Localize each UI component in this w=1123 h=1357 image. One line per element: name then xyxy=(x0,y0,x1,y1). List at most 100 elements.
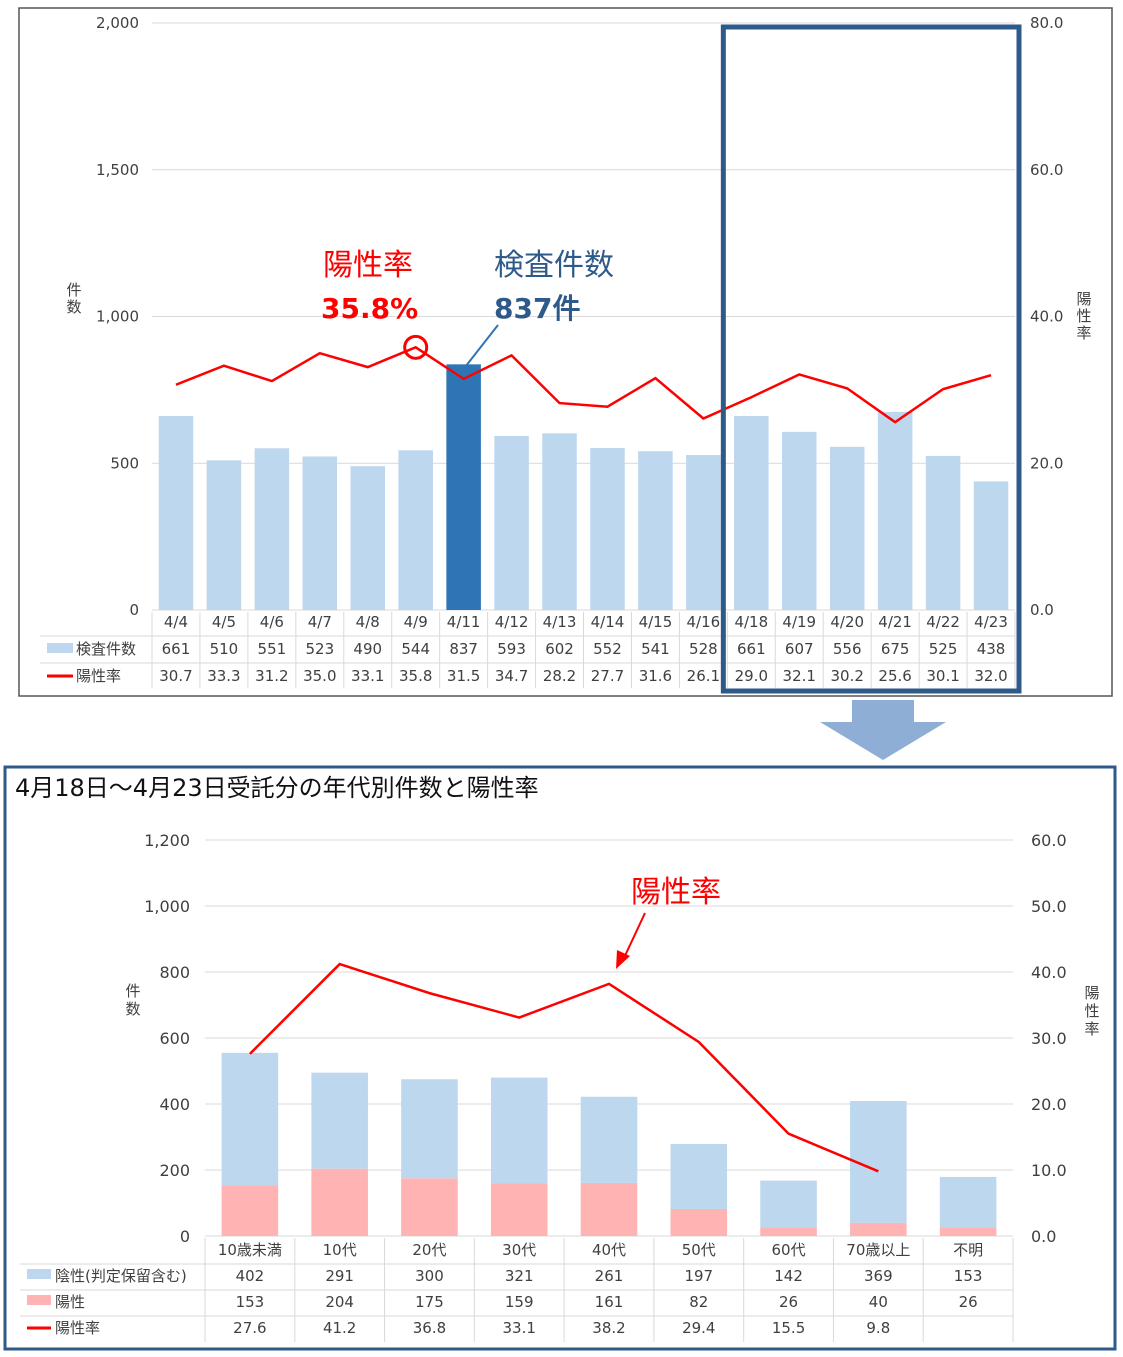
bar xyxy=(781,431,817,610)
positive-data-label: 26 xyxy=(779,1293,798,1311)
y-tick-label: 400 xyxy=(159,1095,190,1114)
count-data-label: 552 xyxy=(593,640,622,658)
bar xyxy=(494,435,529,610)
x-tick-label: 50代 xyxy=(682,1241,716,1259)
bar-negative xyxy=(760,1180,817,1228)
legend-label-negative: 陰性(判定保留含む) xyxy=(55,1267,187,1285)
count-data-label: 541 xyxy=(641,640,670,658)
y2-tick-label: 40.0 xyxy=(1031,963,1067,982)
rate-data-label: 9.8 xyxy=(866,1319,890,1337)
bar-positive xyxy=(401,1178,458,1236)
positive-data-label: 26 xyxy=(959,1293,978,1311)
y2-tick-label: 40.0 xyxy=(1030,308,1063,326)
bar-negative xyxy=(670,1143,728,1209)
positive-data-label: 161 xyxy=(595,1293,624,1311)
rate-data-label: 35.0 xyxy=(303,667,336,685)
count-data-label: 490 xyxy=(353,640,382,658)
x-tick-label: 4/5 xyxy=(212,613,236,631)
rate-annotation-title: 陽性率 xyxy=(631,875,721,910)
count-data-label: 602 xyxy=(545,640,574,658)
y2-axis-title: 率 xyxy=(1084,1020,1099,1038)
negative-data-label: 291 xyxy=(325,1267,354,1285)
count-data-label: 510 xyxy=(210,640,239,658)
rate-data-label: 27.6 xyxy=(233,1319,266,1337)
rate-data-label: 30.2 xyxy=(830,667,863,685)
count-data-label: 551 xyxy=(258,640,287,658)
y-tick-label: 500 xyxy=(110,454,139,472)
rate-data-label: 26.1 xyxy=(687,667,720,685)
y2-tick-label: 0.0 xyxy=(1031,1227,1056,1246)
rate-data-label: 35.8 xyxy=(399,667,432,685)
count-annotation-title: 検査件数 xyxy=(494,248,614,283)
y-tick-label: 0 xyxy=(180,1227,190,1246)
bar-positive xyxy=(760,1227,817,1236)
chart-title: 4月18日～4月23日受託分の年代別件数と陽性率 xyxy=(15,774,539,802)
x-tick-label: 4/7 xyxy=(308,613,332,631)
y-tick-label: 2,000 xyxy=(96,14,139,32)
rate-data-label: 28.2 xyxy=(543,667,576,685)
rate-data-label: 25.6 xyxy=(878,667,911,685)
y2-tick-label: 60.0 xyxy=(1030,161,1063,179)
daily-tests-chart: 2,000 1,500 1,000 500 0 80.0 60.0 40.0 20.0 0.0 件数… xyxy=(18,7,1113,697)
count-data-label: 607 xyxy=(785,640,814,658)
count-data-label: 837 xyxy=(449,640,478,658)
rate-annotation-arrowhead xyxy=(616,950,630,969)
rate-data-label: 32.1 xyxy=(783,667,816,685)
y2-axis-title: 率 xyxy=(1076,324,1091,342)
rate-data-label: 36.8 xyxy=(413,1319,446,1337)
y2-tick-label: 20.0 xyxy=(1030,454,1063,472)
bar xyxy=(829,446,865,610)
y-tick-label: 200 xyxy=(159,1161,190,1180)
y-axis-title: 数 xyxy=(66,298,81,316)
y2-tick-label: 0.0 xyxy=(1030,601,1054,619)
rate-line xyxy=(249,962,879,1173)
bar-negative xyxy=(939,1176,997,1228)
y2-tick-label: 20.0 xyxy=(1031,1095,1067,1114)
y-tick-label: 1,200 xyxy=(144,831,190,850)
y-axis-title: 件 xyxy=(125,982,140,1000)
x-tick-label: 4/22 xyxy=(926,613,960,631)
bar xyxy=(398,450,433,610)
negative-data-label: 402 xyxy=(236,1267,265,1285)
positive-data-label: 159 xyxy=(505,1293,534,1311)
count-data-label: 528 xyxy=(689,640,718,658)
y2-tick-label: 80.0 xyxy=(1030,14,1063,32)
bar xyxy=(734,415,769,610)
count-data-label: 661 xyxy=(162,640,191,658)
bar-negative xyxy=(311,1072,368,1169)
x-tick-label: 4/11 xyxy=(447,613,481,631)
bar xyxy=(973,481,1009,610)
bar xyxy=(542,433,577,610)
x-tick-label: 10歳未満 xyxy=(218,1241,282,1259)
x-tick-label: 4/12 xyxy=(495,613,529,631)
rate-data-label: 31.2 xyxy=(255,667,288,685)
negative-data-label: 197 xyxy=(684,1267,713,1285)
y2-axis-title: 陽 xyxy=(1084,984,1099,1002)
rate-data-label: 27.7 xyxy=(591,667,624,685)
x-tick-label: 20代 xyxy=(412,1241,446,1259)
bar xyxy=(925,455,961,610)
x-tick-label: 4/23 xyxy=(974,613,1008,631)
count-data-label: 675 xyxy=(881,640,910,658)
legend-swatch-count xyxy=(47,643,73,653)
bar-positive xyxy=(490,1183,548,1236)
rate-data-label: 32.0 xyxy=(974,667,1007,685)
negative-data-label: 369 xyxy=(864,1267,893,1285)
x-tick-label: 4/15 xyxy=(639,613,673,631)
rate-data-label: 30.1 xyxy=(926,667,959,685)
bar-positive xyxy=(939,1227,997,1236)
down-arrow-shape xyxy=(820,700,946,760)
rate-annotation-title: 陽性率 xyxy=(323,248,413,283)
bar-negative xyxy=(221,1052,279,1186)
legend-label-count: 検査件数 xyxy=(76,640,136,658)
legend-swatch-positive xyxy=(27,1295,51,1305)
positive-data-label: 175 xyxy=(415,1293,444,1311)
bar xyxy=(446,364,481,610)
bar xyxy=(302,456,338,610)
x-tick-label: 70歳以上 xyxy=(846,1241,910,1259)
positive-data-label: 82 xyxy=(689,1293,708,1311)
bar xyxy=(206,460,242,610)
y2-axis-title: 性 xyxy=(1084,1002,1099,1020)
bar-negative xyxy=(401,1079,458,1179)
